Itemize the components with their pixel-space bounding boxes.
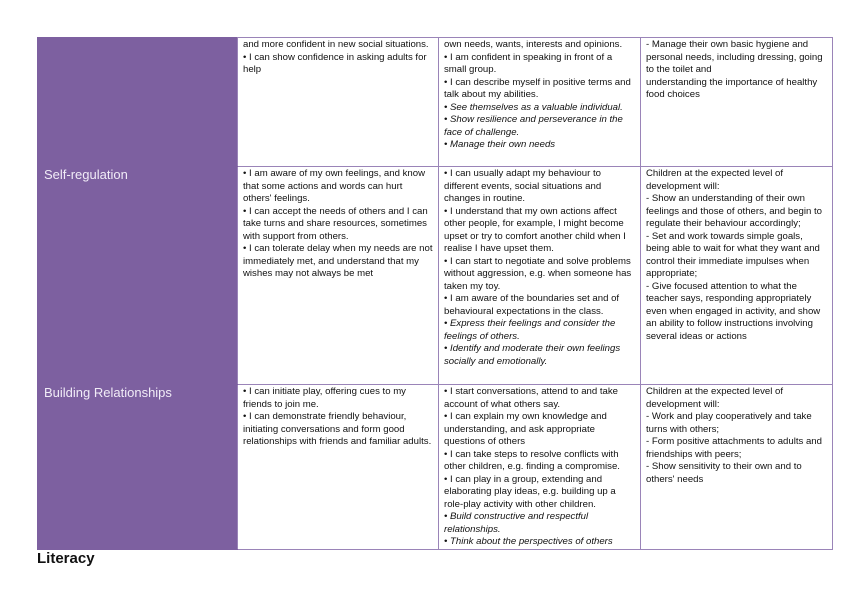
cell-text-line: • I can initiate play, offering cues to … [243, 386, 406, 410]
cell-text-line: • See themselves as a valuable individua… [444, 101, 623, 113]
cell-text-line: • I can play in a group, extending and e… [444, 473, 616, 510]
cell-text-line: • I am aware of my own feelings, and kno… [243, 168, 425, 204]
col2-cell: • I can usually adapt my behaviour to di… [438, 166, 641, 385]
cell-text-line: understanding the importance of healthy … [646, 76, 818, 101]
col2-cell: own needs, wants, interests and opinions… [438, 37, 641, 167]
area-cell: Self-regulation [37, 166, 238, 385]
cell-text-line: • Think about the perspectives of others [444, 536, 613, 547]
cell-text-line: - Show an understanding of their own fee… [646, 193, 823, 229]
area-cell: Building Relationships [37, 384, 238, 550]
cell-text-line: • Show resilience and perseverance in th… [444, 114, 623, 138]
col3-cell: Children at the expected level of develo… [640, 384, 833, 550]
section-heading: Literacy [37, 550, 95, 567]
cell-text-line: • Manage their own needs [444, 139, 556, 150]
cell-text-line: • I can explain my own knowledge and und… [444, 411, 607, 447]
cell-text-line: • I can show confidence in asking adults… [243, 51, 427, 76]
cell-text-line: • I can demonstrate friendly behaviour, … [243, 411, 432, 447]
col3-cell: Children at the expected level of develo… [640, 166, 833, 385]
development-table: and more confident in new social situati… [37, 37, 833, 550]
cell-text-line: Children at the expected level of develo… [646, 386, 784, 410]
cell-text-line: • I am aware of the boundaries set and o… [444, 293, 620, 317]
cell-text-line: - Manage their own basic hygiene and per… [646, 39, 823, 75]
col2-cell: • I start conversations, attend to and t… [438, 384, 641, 550]
cell-text-line: • I start conversations, attend to and t… [444, 386, 619, 410]
cell-text-line: • I can usually adapt my behaviour to di… [444, 168, 602, 204]
cell-text-line: - Set and work towards simple goals, bei… [646, 230, 820, 280]
table-row: Building Relationships • I can initiate … [37, 384, 833, 550]
col3-cell: - Manage their own basic hygiene and per… [640, 37, 833, 167]
cell-text-line: • I am confident in speaking in front of… [444, 51, 613, 76]
cell-text-line: own needs, wants, interests and opinions… [444, 39, 623, 50]
col1-cell: • I can initiate play, offering cues to … [237, 384, 439, 550]
cell-text-line: • I can take steps to resolve conflicts … [444, 448, 620, 473]
cell-text-line: • Build constructive and respectful rela… [444, 511, 589, 535]
cell-text-line: - Form positive attachments to adults an… [646, 436, 822, 460]
area-cell [37, 37, 238, 167]
cell-text-line: • I can accept the needs of others and I… [243, 205, 428, 242]
cell-text-line: Children at the expected level of develo… [646, 168, 784, 192]
cell-text-line: - Give focused attention to what the tea… [646, 280, 821, 342]
col1-cell: and more confident in new social situati… [237, 37, 439, 167]
cell-text-line: and more confident in new social situati… [243, 39, 429, 50]
cell-text-line: - Work and play cooperatively and take t… [646, 411, 812, 435]
table-row: Self-regulation • I am aware of my own f… [37, 166, 833, 385]
table-row: and more confident in new social situati… [37, 37, 833, 167]
cell-text-line: • I can describe myself in positive term… [444, 76, 631, 101]
cell-text-line: - Show sensitivity to their own and to o… [646, 461, 802, 485]
col1-cell: • I am aware of my own feelings, and kno… [237, 166, 439, 385]
cell-text-line: • I understand that my own actions affec… [444, 205, 626, 255]
cell-text-line: • Express their feelings and consider th… [444, 318, 616, 342]
cell-text-line: • Identify and moderate their own feelin… [444, 343, 621, 367]
cell-text-line: • I can tolerate delay when my needs are… [243, 243, 433, 279]
cell-text-line: • I can start to negotiate and solve pro… [444, 255, 632, 292]
